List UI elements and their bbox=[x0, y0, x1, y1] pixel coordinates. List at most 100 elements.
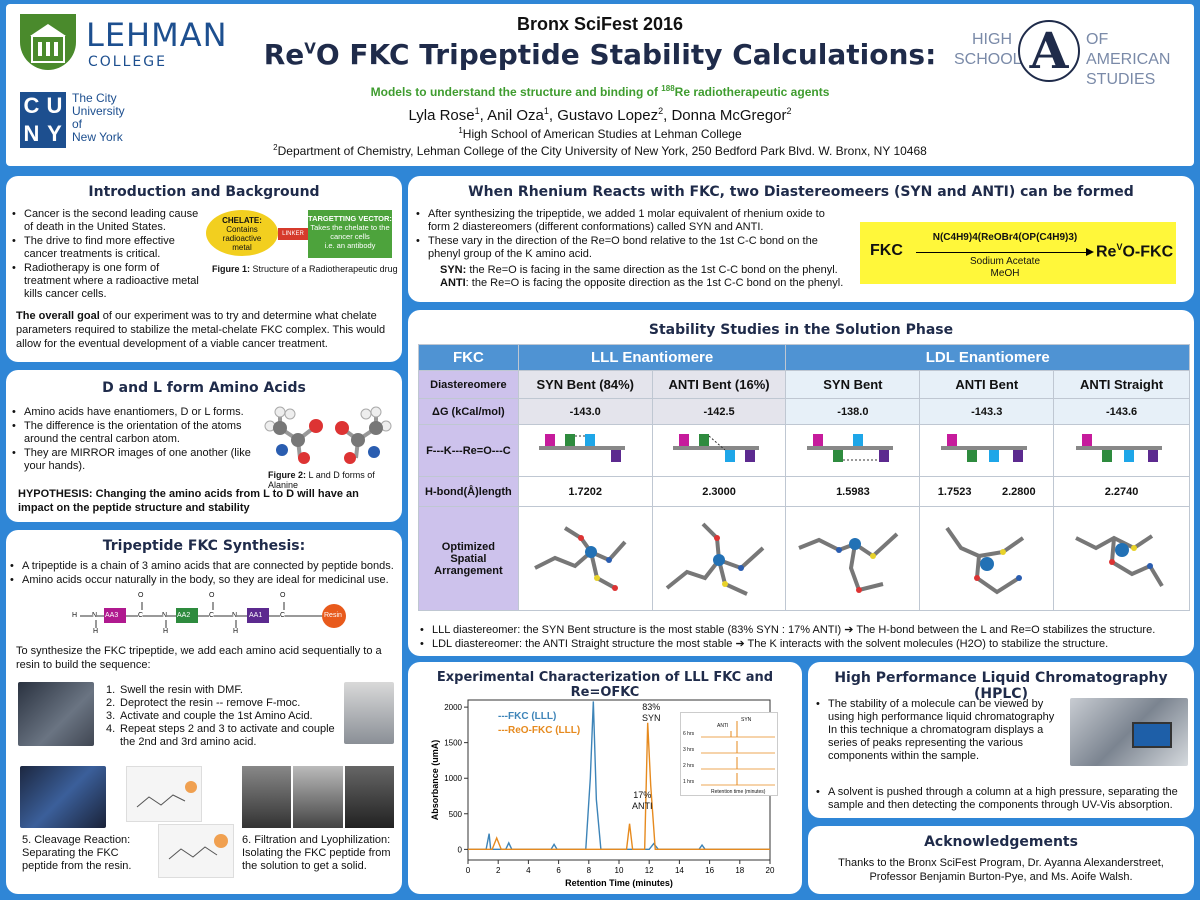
product-sup: V bbox=[1116, 242, 1123, 252]
y-tick-label: 2000 bbox=[444, 703, 462, 712]
table-cell: ANTI Bent (16%) bbox=[651, 370, 787, 399]
table-cell: 1.5983 bbox=[785, 476, 921, 507]
stability-panel: Stability Studies in the Solution Phase … bbox=[408, 310, 1194, 656]
atom-label: O bbox=[209, 592, 215, 599]
step-num: 4. bbox=[106, 723, 116, 735]
lab-photos-filtration bbox=[242, 766, 394, 828]
row-label: H-bond(Å)length bbox=[418, 476, 519, 507]
aff-text: Department of Chemistry, Lehman College … bbox=[277, 144, 927, 158]
molecule-model-icon bbox=[534, 526, 627, 591]
lehman-logo bbox=[20, 14, 76, 70]
orientation-diagram bbox=[651, 424, 787, 477]
stability-table-wrap: FKC LLL Enantiomere LDL Enantiomere Dias… bbox=[418, 344, 1190, 611]
x-axis-label: Retention Time (minutes) bbox=[565, 878, 673, 888]
experimental-title: Experimental Characterization of LLL FKC… bbox=[436, 670, 774, 700]
molecule-render bbox=[1053, 506, 1190, 611]
table-cell: 1.7202 bbox=[517, 476, 653, 507]
molecule-render bbox=[517, 506, 653, 611]
series-reo-fkc-line bbox=[468, 722, 770, 851]
chain-labels: H N H AA3 C O N H AA2 C O N H AA1 C O Re… bbox=[66, 592, 356, 640]
chelate-oval: CHELATE: Contains radioactive metal bbox=[206, 210, 278, 256]
molecule-model-icon bbox=[945, 526, 1024, 595]
author-list: Lyla Rose1, Anil Oza1, Gustavo Lopez2, D… bbox=[408, 106, 792, 124]
step-6-caption: 6. Filtration and Lyophilization: Isolat… bbox=[242, 834, 391, 872]
molecule-render bbox=[919, 506, 1055, 611]
vector-text: Takes the chelate to the cancer cells bbox=[310, 223, 390, 241]
cuny-logo: C U N Y bbox=[20, 92, 66, 148]
table-row: ΔG (kCal/mol) -143.0 -142.5 -138.0 -143.… bbox=[418, 398, 1190, 425]
hsas-word: OF AMERICAN bbox=[1086, 31, 1171, 68]
table-row: H-bond(Å)length 1.7202 2.3000 1.5983 1.7… bbox=[418, 476, 1190, 507]
fig-label: Figure 1: bbox=[212, 264, 251, 274]
product-part: O-FKC bbox=[1122, 243, 1174, 261]
aa1-label: AA1 bbox=[249, 612, 263, 619]
resin-label: Resin bbox=[324, 612, 342, 619]
step-num: 3. bbox=[106, 710, 116, 722]
hsas-logo: HIGH SCHOOL A OF AMERICAN STUDIES bbox=[948, 18, 1192, 88]
header-lll: LLL Enantiomere bbox=[517, 344, 787, 371]
affiliation-1: 1High School of American Studies at Lehm… bbox=[6, 126, 1194, 141]
anti-text: : the Re=O is facing the opposite direct… bbox=[465, 277, 844, 289]
fig-label: Figure 2: bbox=[268, 470, 307, 480]
hsas-word: HIGH bbox=[972, 31, 1012, 48]
aff-num: 2 bbox=[273, 143, 278, 152]
peak-percent: 17% bbox=[633, 790, 652, 800]
subtitle-part: Models to understand the structure and b… bbox=[370, 85, 662, 99]
ack-panel: Acknowledgements Thanks to the Bronx Sci… bbox=[808, 826, 1194, 894]
list-item: The difference is the orientation of the… bbox=[12, 420, 258, 446]
lehman-building-icon bbox=[30, 24, 66, 63]
orientation-diagram bbox=[1053, 424, 1190, 477]
synthesis-bullets: A tripeptide is a chain of 3 amino acids… bbox=[10, 560, 398, 588]
table-cell: 2.3000 bbox=[651, 476, 787, 507]
atom-label: N bbox=[92, 612, 98, 619]
step-text: Swell the resin with DMF. bbox=[120, 684, 243, 696]
reaction-box: FKC N(C4H9)4(ReOBr4(OP(C4H9)3) Sodium Ac… bbox=[860, 222, 1176, 284]
product-part: Re bbox=[1096, 243, 1117, 261]
aff-num: 1 bbox=[458, 126, 463, 135]
y-tick-label: 0 bbox=[458, 845, 463, 854]
cuny-name-line: University bbox=[72, 104, 125, 118]
row-label: Optimized Spatial Arrangement bbox=[418, 506, 519, 611]
peak-percent: 83% bbox=[642, 702, 661, 712]
chelate-text: Contains radioactive metal bbox=[222, 225, 262, 252]
inset-chromatogram bbox=[701, 721, 775, 786]
figure-2-caption: Figure 2: L and D forms of Alanine bbox=[268, 470, 402, 490]
molecule-model-icon bbox=[665, 522, 765, 596]
d-alanine-model bbox=[335, 406, 392, 464]
author-aff: 1 bbox=[543, 106, 549, 116]
peak-label-anti: 17% ANTI bbox=[632, 790, 653, 812]
list-item: A tripeptide is a chain of 3 amino acids… bbox=[10, 560, 398, 573]
list-item: A solvent is pushed through a column at … bbox=[816, 786, 1190, 812]
header-ldl: LDL Enantiomere bbox=[785, 344, 1190, 371]
inset-label: 2 hrs bbox=[683, 763, 695, 769]
step-text: Activate and couple the 1st Amino Acid. bbox=[120, 710, 313, 722]
table-cell: SYN Bent (84%) bbox=[517, 370, 653, 399]
linker-label: LINKER bbox=[282, 231, 304, 237]
ldl-syn-bent-diagram bbox=[806, 434, 893, 462]
series-fkc-line bbox=[468, 701, 770, 851]
peptide-structure-icon bbox=[136, 781, 197, 808]
list-item: LDL diastereomer: the ANTI Straight stru… bbox=[420, 638, 1190, 651]
lab-photo bbox=[344, 766, 394, 828]
stability-table: FKC LLL Enantiomere LDL Enantiomere Dias… bbox=[418, 344, 1190, 611]
step-5-caption: 5. Cleavage Reaction: Separating the FKC… bbox=[22, 834, 132, 872]
intro-panel: Introduction and Background Cancer is th… bbox=[6, 176, 402, 362]
lab-photo bbox=[293, 766, 343, 828]
y-tick-label: 1500 bbox=[444, 739, 462, 748]
vector-box: TARGETTING VECTOR: Takes the chelate to … bbox=[308, 210, 392, 258]
atom-label: C bbox=[280, 612, 286, 619]
amino-panel: D and L form Amino Acids Amino acids hav… bbox=[6, 370, 402, 522]
y-tick-label: 1000 bbox=[444, 774, 462, 783]
synthesis-steps: 1. Swell the resin with DMF. 2. Deprotect … bbox=[106, 684, 346, 749]
syn-definition: SYN: the Re=O is facing in the same dire… bbox=[440, 264, 838, 276]
ack-text: Thanks to the Bronx SciFest Program, Dr.… bbox=[838, 857, 1164, 883]
peak-label-syn: 83% SYN bbox=[642, 702, 661, 724]
header-panel: LEHMAN COLLEGE C U N Y The City Universi… bbox=[6, 4, 1194, 166]
x-tick-label: 2 bbox=[496, 866, 501, 875]
ack-title: Acknowledgements bbox=[924, 834, 1078, 850]
atom-label: H bbox=[233, 628, 239, 635]
step-num: 1. bbox=[106, 684, 116, 696]
chromatogram-chart: 0 500 1000 1500 2000 0 2 4 6 8 10 12 14 16 18 20 Retenti… bbox=[430, 699, 775, 888]
poster-subtitle: Models to understand the structure and b… bbox=[6, 84, 1194, 99]
atom-label: H bbox=[163, 628, 169, 635]
